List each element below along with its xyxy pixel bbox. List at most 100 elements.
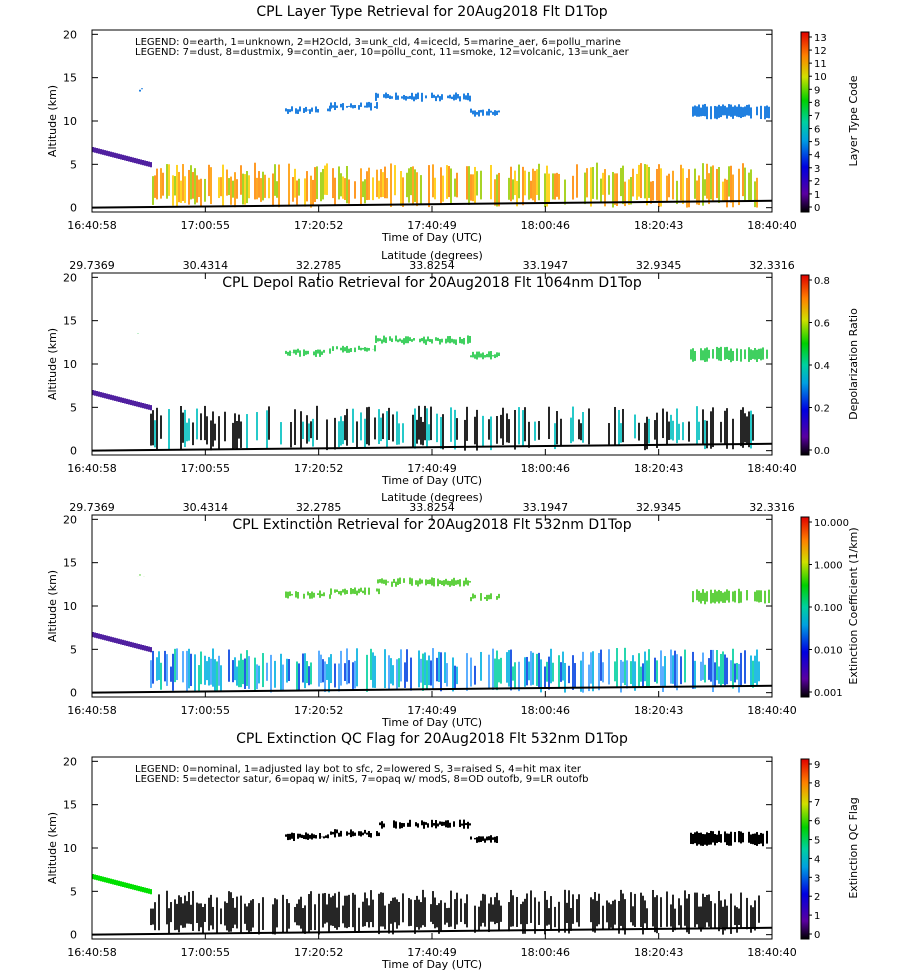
cloud-column bbox=[301, 834, 303, 839]
curtain-column bbox=[234, 413, 236, 449]
curtain-column bbox=[166, 654, 168, 686]
cloud-column bbox=[437, 94, 439, 98]
curtain-column bbox=[410, 166, 412, 196]
cloud-column bbox=[325, 835, 327, 838]
curtain-column bbox=[570, 908, 572, 931]
curtain-column bbox=[374, 655, 376, 688]
cloud-column bbox=[378, 832, 380, 837]
curtain-column bbox=[532, 419, 534, 441]
curtain-column bbox=[712, 165, 714, 201]
curtain-column bbox=[134, 642, 136, 649]
curtain-column bbox=[366, 654, 368, 692]
curtain-column bbox=[630, 661, 632, 685]
cloud-column bbox=[332, 105, 334, 108]
curtain-column bbox=[684, 890, 686, 926]
curtain-column bbox=[646, 416, 648, 450]
cloud-column bbox=[449, 822, 451, 828]
cloud-column bbox=[411, 92, 413, 100]
curtain-column bbox=[476, 409, 478, 451]
curtain-column bbox=[444, 902, 446, 925]
curtain-column bbox=[644, 422, 646, 451]
x-tick-label: 17:20:52 bbox=[294, 219, 343, 232]
cloud-column bbox=[690, 832, 692, 844]
curtain-column bbox=[128, 399, 130, 405]
curtain-column bbox=[744, 413, 746, 443]
cloud-column bbox=[395, 581, 397, 587]
curtain-column bbox=[488, 903, 490, 933]
curtain-column bbox=[730, 660, 732, 682]
cloud-column bbox=[437, 823, 439, 827]
colorbar-tick-label: 5 bbox=[814, 836, 820, 847]
cloud-column bbox=[467, 580, 469, 586]
curtain-column bbox=[704, 664, 706, 683]
curtain-column bbox=[424, 652, 426, 686]
curtain-column bbox=[122, 397, 124, 403]
curtain-column bbox=[714, 903, 716, 930]
curtain-column bbox=[340, 650, 342, 686]
curtain-column bbox=[570, 417, 572, 444]
colorbar-tick-label: 0.010 bbox=[814, 646, 843, 657]
cloud-column bbox=[480, 593, 482, 601]
x-tick-label: 17:20:52 bbox=[294, 462, 343, 475]
cloud-column bbox=[303, 349, 305, 357]
curtain-column bbox=[154, 902, 156, 931]
curtain-column bbox=[576, 164, 578, 198]
cloud-column bbox=[366, 347, 368, 352]
curtain-column bbox=[420, 658, 422, 683]
curtain-column bbox=[562, 417, 564, 444]
cloud-column bbox=[327, 108, 329, 112]
cloud-column bbox=[702, 589, 704, 601]
x-tick-label: 17:00:55 bbox=[181, 462, 230, 475]
cloud-column bbox=[758, 834, 760, 845]
cloud-column bbox=[494, 836, 496, 843]
cloud-column bbox=[718, 104, 720, 118]
curtain-column bbox=[694, 892, 696, 928]
curtain-column bbox=[446, 165, 448, 199]
cloud-column bbox=[463, 337, 465, 345]
cloud-column bbox=[716, 834, 718, 843]
cloud-column bbox=[712, 592, 714, 603]
cloud-column bbox=[291, 593, 293, 596]
cloud-column bbox=[476, 837, 478, 843]
cloud-column bbox=[374, 106, 376, 109]
curtain-column bbox=[448, 907, 450, 928]
x-tick-label: 18:40:40 bbox=[747, 946, 796, 959]
curtain-column bbox=[100, 392, 102, 398]
curtain-column bbox=[536, 653, 538, 686]
curtain-column bbox=[224, 901, 226, 926]
cloud-column bbox=[295, 591, 297, 598]
curtain-column bbox=[542, 414, 544, 450]
curtain-column bbox=[634, 893, 636, 928]
curtain-column bbox=[724, 178, 726, 202]
curtain-column bbox=[336, 907, 338, 930]
curtain-column bbox=[700, 906, 702, 932]
curtain-column bbox=[538, 421, 540, 440]
cloud-column bbox=[724, 591, 726, 603]
curtain-column bbox=[670, 904, 672, 927]
curtain-column bbox=[710, 166, 712, 200]
curtain-column bbox=[242, 173, 244, 205]
curtain-column bbox=[678, 898, 680, 926]
cloud-column bbox=[472, 593, 474, 599]
cloud-column bbox=[714, 834, 716, 846]
cloud-column bbox=[393, 820, 395, 828]
curtain-column bbox=[506, 413, 508, 443]
curtain-column bbox=[124, 882, 126, 888]
curtain-column bbox=[660, 168, 662, 207]
cloud-column bbox=[342, 345, 344, 353]
curtain-column bbox=[738, 908, 740, 926]
curtain-column bbox=[656, 412, 658, 449]
curtain-column bbox=[122, 154, 124, 160]
curtain-column bbox=[238, 414, 240, 439]
cloud-column bbox=[463, 819, 465, 829]
cloud-column bbox=[692, 591, 694, 603]
curtain-column bbox=[596, 423, 598, 451]
cloud-column bbox=[443, 580, 445, 587]
cloud-column bbox=[381, 821, 383, 829]
curtain-column bbox=[306, 415, 308, 444]
curtain-column bbox=[176, 648, 178, 681]
cloud-column bbox=[740, 106, 742, 119]
curtain-column bbox=[514, 662, 516, 690]
cloud-column bbox=[447, 820, 449, 828]
curtain-column bbox=[500, 414, 502, 439]
